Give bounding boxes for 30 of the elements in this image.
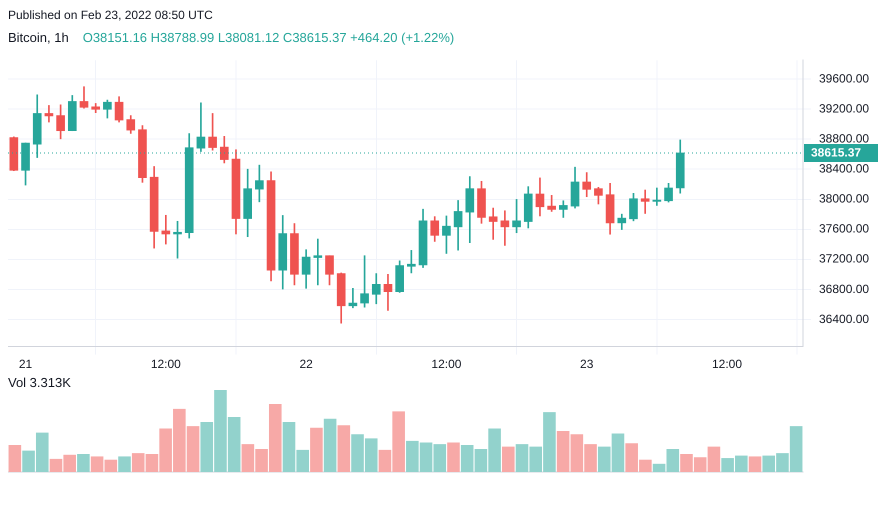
ref-line-label: 38615.37 bbox=[811, 145, 862, 160]
bar bbox=[338, 425, 350, 472]
y-tick-label: 39600.00 bbox=[819, 71, 870, 86]
candlestick bbox=[44, 105, 54, 122]
bar bbox=[502, 446, 515, 472]
chart-subtitle: O38151.16 H38788.99 L38081.12 C38615.37 +464.20 (+1.22%) bbox=[82, 30, 454, 45]
x-tick-label: 22 bbox=[299, 357, 314, 372]
x-tick-label: 12:00 bbox=[431, 357, 462, 372]
bar bbox=[310, 428, 323, 472]
bar bbox=[77, 454, 90, 472]
y-tick-label: 38400.00 bbox=[819, 162, 870, 176]
bar bbox=[118, 456, 131, 472]
y-tick-label: 37600.00 bbox=[819, 222, 870, 236]
y-tick-label: 36800.00 bbox=[819, 282, 870, 296]
chart-title: Bitcoin, 1h bbox=[8, 30, 69, 45]
y-tick-label: 39200.00 bbox=[819, 101, 870, 116]
x-tick-label: 12:00 bbox=[712, 357, 742, 372]
x-tick-label: 21 bbox=[18, 357, 33, 372]
y-tick-label: 36400.00 bbox=[819, 312, 870, 326]
bar bbox=[447, 442, 460, 472]
bar bbox=[748, 456, 762, 472]
text: Published on Feb 23, 2022 08:50 UTC bbox=[8, 8, 214, 22]
y-tick-label: 38000.00 bbox=[819, 192, 870, 206]
bar bbox=[324, 418, 336, 472]
chart-title: Vol 3.313K bbox=[8, 375, 71, 390]
x-tick-label: 23 bbox=[580, 357, 594, 372]
y-tick-label: 37200.00 bbox=[819, 252, 870, 266]
y-tick-label: 38800.00 bbox=[819, 131, 870, 146]
x-tick-label: 12:00 bbox=[150, 357, 182, 372]
bar bbox=[8, 444, 22, 472]
